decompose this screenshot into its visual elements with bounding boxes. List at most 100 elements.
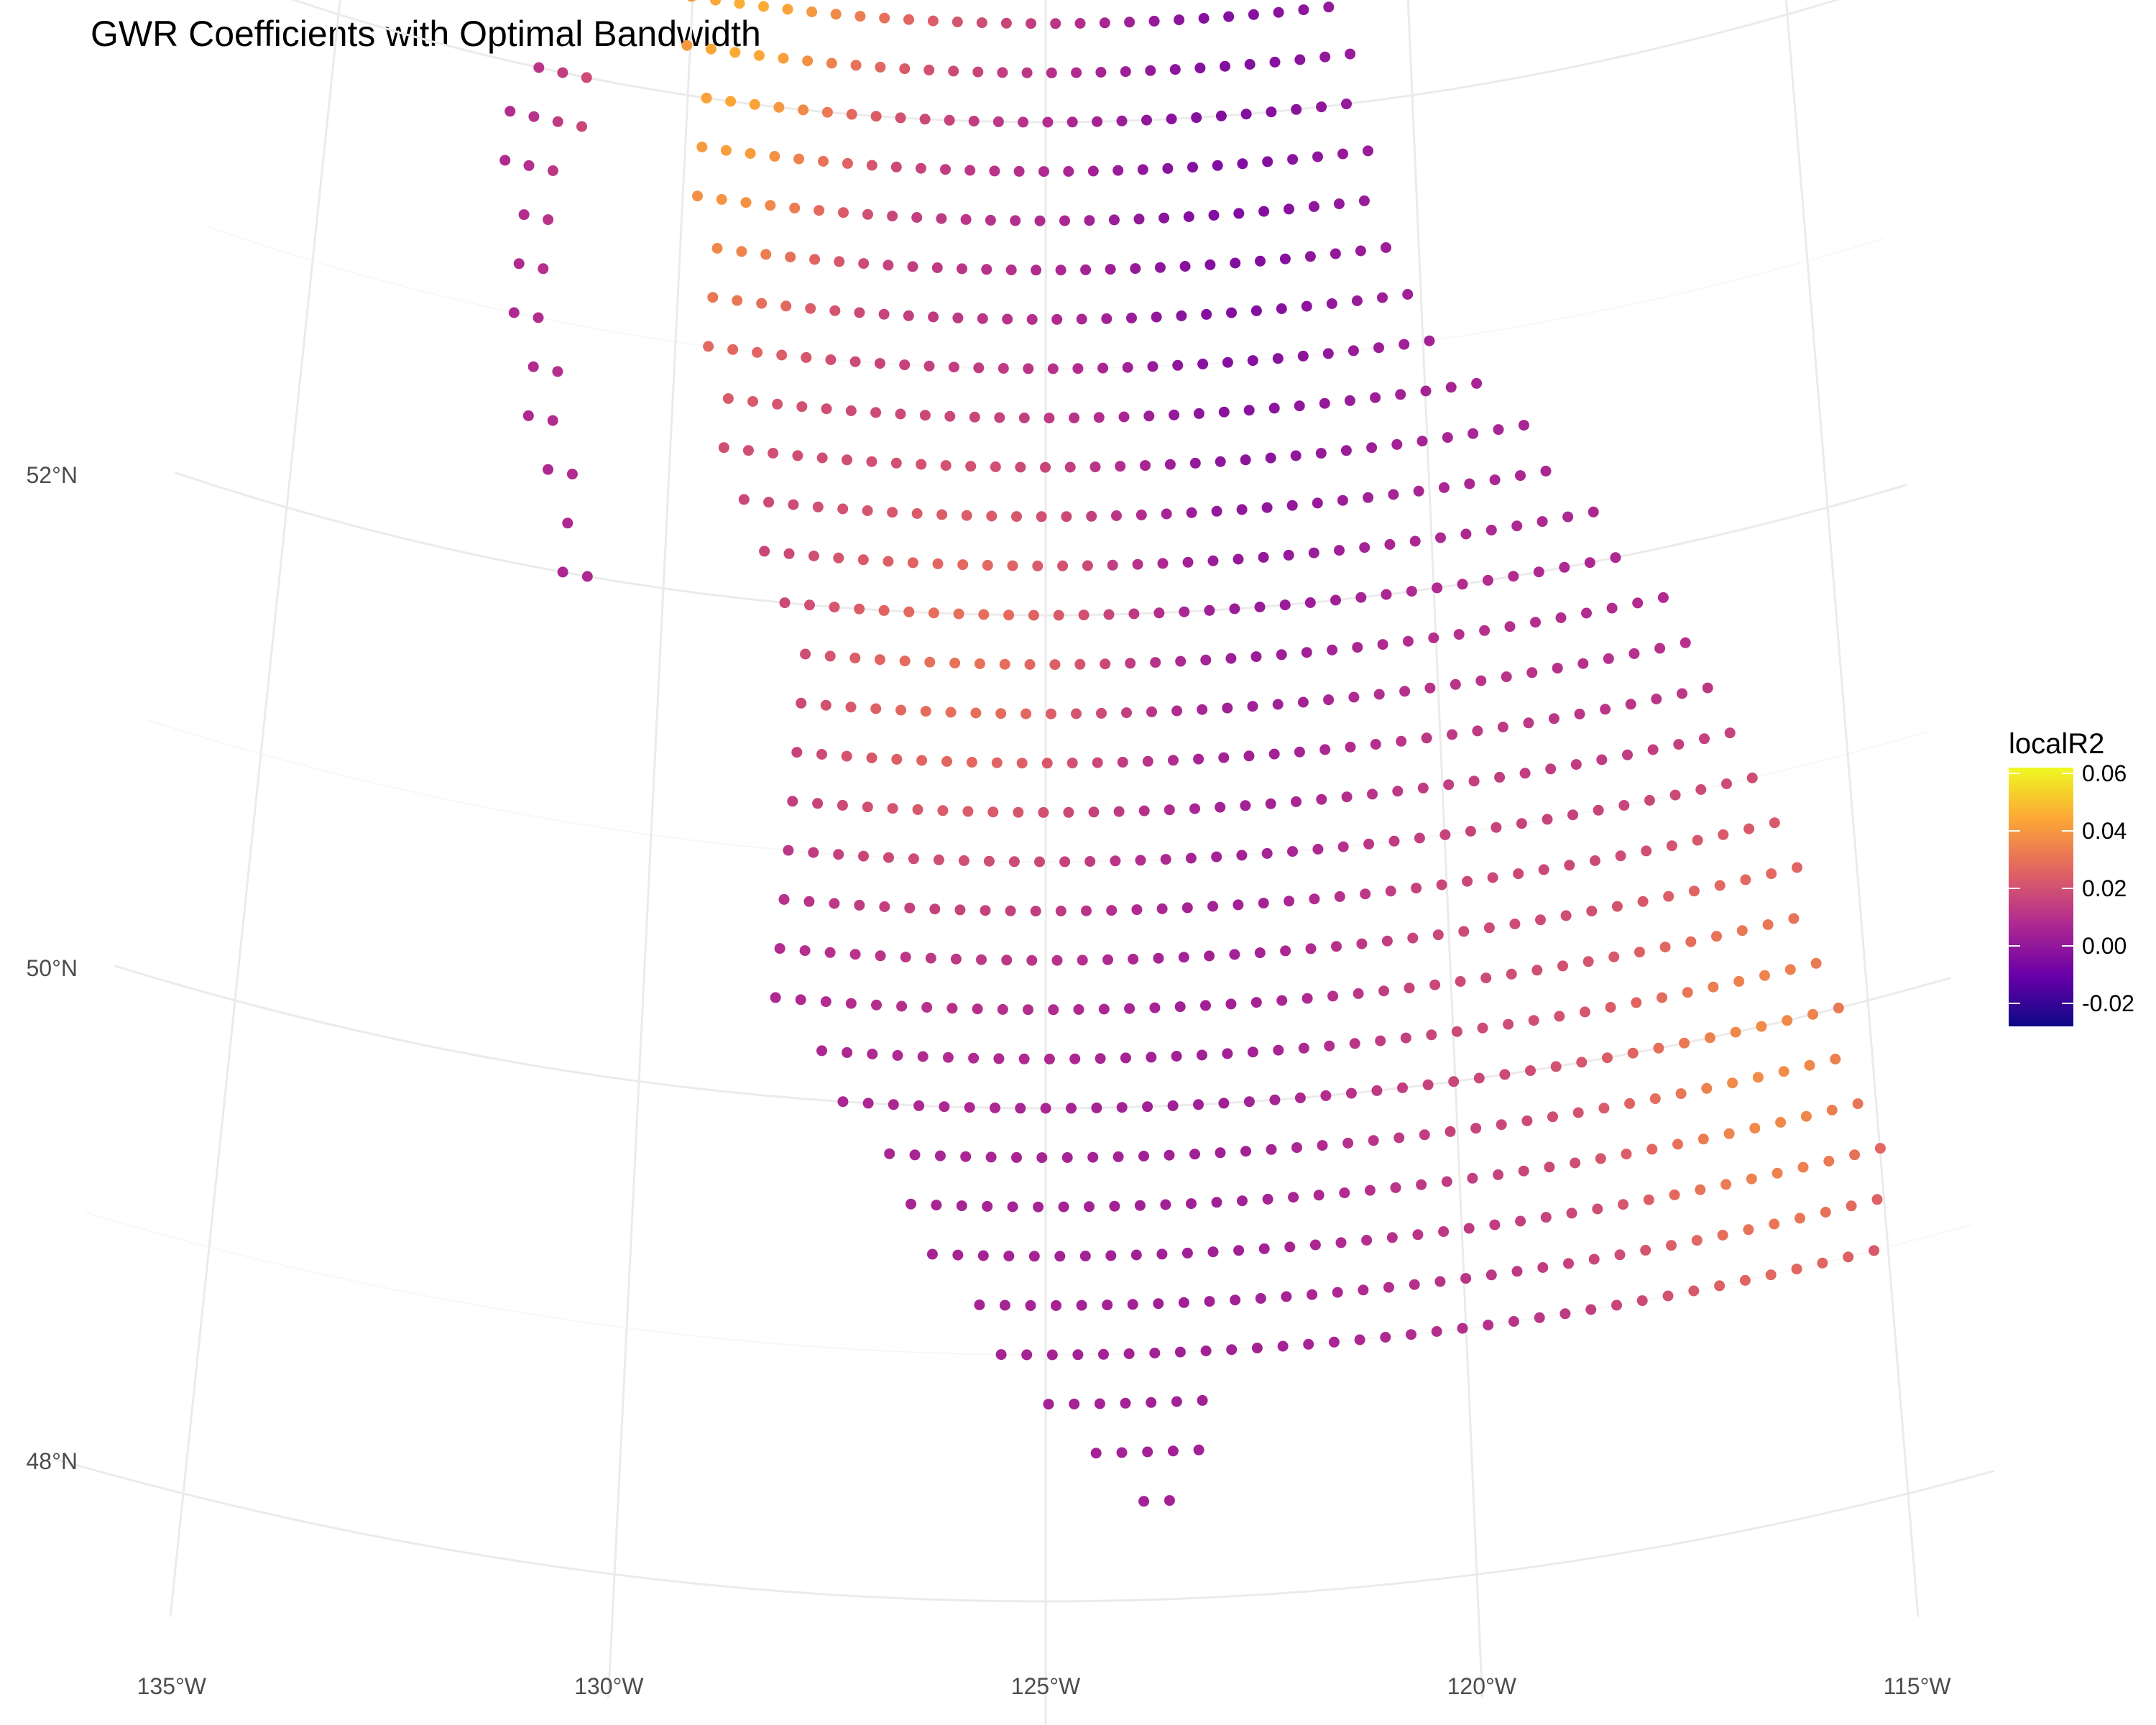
data-point [1174,1001,1186,1013]
data-point [1483,1320,1494,1330]
data-point [1125,658,1136,669]
data-point [1133,213,1145,225]
data-point [711,243,723,254]
data-point [1574,708,1585,719]
data-point [1337,841,1349,852]
data-point [1117,756,1128,768]
data-point [1150,657,1161,668]
data-point [1337,494,1348,506]
data-point [1316,794,1327,805]
data-point [1142,755,1153,767]
data-point [1230,1294,1241,1306]
data-point [1093,412,1105,423]
data-point [890,161,902,172]
data-point [1334,545,1345,556]
data-point [958,855,969,866]
data-point [1782,1015,1793,1026]
data-point [1258,898,1269,908]
data-point [581,571,593,582]
data-point [736,246,747,257]
data-point [883,259,894,271]
data-point [803,896,815,907]
lat-tick-label: 48°N [27,1448,78,1474]
data-point [1600,704,1611,715]
data-point [940,460,952,472]
data-point [845,702,857,713]
data-point [1628,648,1640,659]
data-point [1198,13,1210,24]
data-point [875,61,886,73]
data-point [1657,992,1667,1003]
data-point [1226,1344,1238,1356]
data-point [911,508,923,519]
data-point [1688,1285,1700,1297]
data-point [1197,1394,1208,1406]
data-point [1380,1332,1391,1343]
data-point [1464,478,1475,489]
data-point [883,556,894,567]
data-point [1448,1076,1460,1087]
data-point [1383,1282,1394,1293]
data-point [787,796,798,807]
data-point [1673,739,1685,750]
data-point [1077,954,1088,966]
data-point [824,650,836,662]
data-point [1134,1200,1146,1211]
data-point [1508,571,1519,582]
data-point [1143,410,1155,422]
data-point [899,63,911,75]
data-point [1641,845,1652,857]
data-point [1122,362,1133,373]
data-point [1344,395,1355,406]
data-point [1189,1149,1200,1160]
data-point [1531,965,1543,976]
data-point [991,757,1003,768]
data-point [1621,1149,1632,1160]
data-point [857,554,869,566]
data-point [980,905,991,916]
data-point [1043,1399,1054,1410]
data-point [825,354,837,365]
data-point [1140,460,1151,472]
lat-tick-label: 52°N [27,462,78,488]
data-point [727,344,739,355]
data-point [829,898,840,909]
data-point [1160,1199,1171,1210]
data-point [1021,708,1032,719]
data-point [1417,782,1429,794]
data-point [1602,1052,1613,1064]
data-point [1178,952,1189,963]
data-point [976,17,987,29]
data-point [1174,1346,1186,1358]
data-point [523,160,535,171]
data-point [1097,362,1109,374]
data-point [1675,1088,1687,1100]
data-point [533,62,545,73]
data-point [1515,1215,1526,1227]
data-point [1711,931,1722,942]
data-point [816,452,828,464]
data-point [1067,758,1078,769]
data-point [1717,1229,1728,1241]
data-point [1001,954,1013,966]
data-point [1305,943,1317,954]
data-point [1451,1026,1462,1037]
data-point [917,1051,929,1062]
data-point [1810,957,1822,969]
data-point [1515,470,1526,482]
data-point [1363,838,1375,850]
data-point [1518,420,1529,431]
data-point [816,1045,827,1057]
data-point [1255,255,1266,267]
legend-tick-label: -0.02 [2082,990,2134,1016]
data-point [1096,707,1107,719]
data-point [1204,950,1215,962]
data-point [1113,806,1125,817]
data-point [1429,979,1441,990]
data-point [1588,1254,1600,1265]
data-point [909,1149,921,1161]
data-point [1298,1042,1309,1054]
data-point [1366,442,1378,454]
data-point [1211,851,1222,862]
data-point [978,609,990,620]
